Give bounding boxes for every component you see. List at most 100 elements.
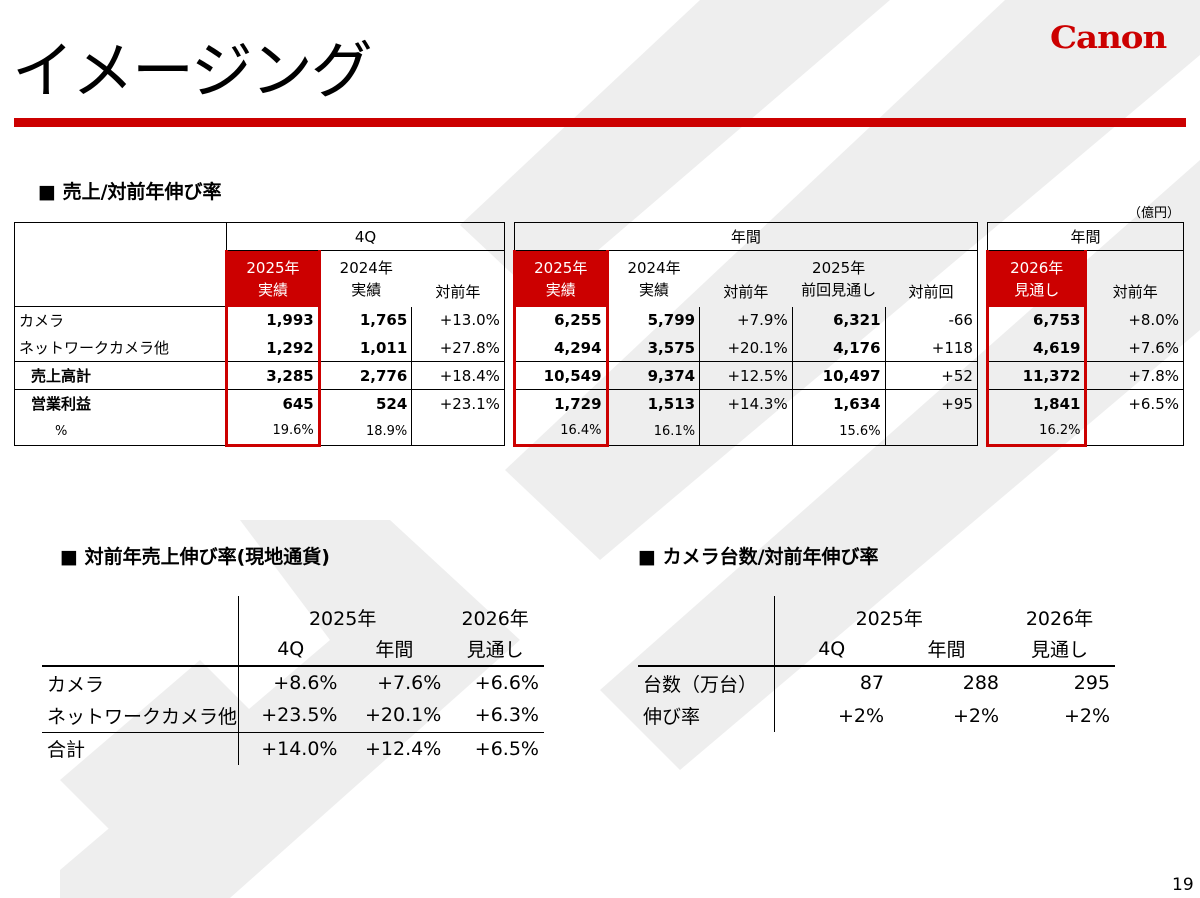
col-header-text: 2024年: [339, 258, 393, 277]
table-cell: -66: [884, 306, 978, 334]
col-header-text: 実績: [545, 280, 576, 299]
gap-cell: [504, 251, 514, 307]
table-cell: 15.6%: [791, 417, 886, 446]
row-label: %: [13, 417, 228, 446]
table-cell: +23.1%: [411, 389, 505, 417]
empty-header-cell: [13, 222, 228, 307]
col-header-text: 実績: [257, 280, 288, 299]
col-header-5: 対前年: [700, 251, 793, 307]
table-cell: +6.3%: [474, 704, 539, 727]
col-header-1: 年間: [342, 632, 447, 667]
gap-cell: [977, 334, 987, 362]
table-row: カメラ 1,993 1,765 +13.0% 6,255 5,799 +7.9% 6,321-…: [13, 306, 1184, 335]
camera-units-table: 2025年 2026年 4Q 年間 見通し 台数（万台） 87 288 295 伸び率 +2% +2%…: [638, 596, 1115, 732]
table-cell: 1,993: [225, 306, 321, 334]
header-year: 2025年: [855, 608, 923, 630]
group-header-2: 年間: [986, 222, 1185, 251]
table-cell: 4,619: [985, 334, 1088, 362]
table-cell: +7.8%: [1085, 361, 1184, 390]
group-header-1: 年間: [513, 222, 978, 251]
table-cell: [411, 417, 505, 446]
table-cell: +12.5%: [699, 361, 793, 390]
table-cell: 1,729: [512, 389, 609, 417]
table-cell: +7.6%: [377, 672, 442, 694]
gap-cell: [504, 362, 514, 390]
table-cell: 3,285: [225, 361, 321, 390]
col-header-text: 対前回: [908, 282, 954, 301]
table-row: ネットワークカメラ他 1,292 1,011 +27.8% 4,294 3,575 +20.…: [13, 334, 1184, 362]
empty-header-cell: [638, 596, 775, 632]
col-header-text: 2026年: [1010, 258, 1064, 277]
table-cell: 1,292: [225, 334, 321, 362]
col-header-text: 実績: [639, 280, 670, 299]
table-cell: 16.1%: [606, 417, 701, 446]
sales-section-title: ■ 売上/対前年伸び率: [38, 181, 222, 203]
table-cell: 1,011: [318, 334, 413, 362]
table-cell: 10,497: [791, 361, 886, 390]
col-header-3: 2025年実績: [512, 250, 609, 307]
row-label: 台数（万台）: [638, 666, 775, 699]
col-header-9: 対前年: [1085, 250, 1184, 307]
table-cell: +2%: [837, 704, 884, 727]
row-label: 合計: [42, 731, 240, 765]
sales-table: 4Q 年間 年間 2025年 実績 2024年 実績 対前年 2025年 実績 2024年 実績 対前年…: [13, 222, 1185, 447]
table-cell: 19.6%: [225, 417, 321, 447]
table-cell: 16.2%: [985, 417, 1088, 447]
row-label: ネットワークカメラ他: [42, 699, 240, 732]
sales-col-header-row: 2025年 実績 2024年 実績 対前年 2025年 実績 2024年 実績 対前年 2025年前…: [15, 250, 1184, 307]
col-header-text: 対前年: [723, 282, 769, 301]
table-cell: 645: [225, 389, 321, 417]
table-cell: +118: [884, 334, 978, 362]
table-cell: 9,374: [606, 361, 701, 390]
table-cell: +6.5%: [1085, 389, 1184, 417]
table-cell: 4,176: [791, 334, 886, 362]
table-cell: 2,776: [318, 361, 413, 390]
table-row: % 19.6% 18.9% 16.4% 16.1% 15.6% 16.2%: [13, 417, 1184, 447]
gap-cell: [504, 307, 514, 335]
table-cell: 11,372: [985, 361, 1088, 390]
table-cell: 18.9%: [318, 417, 413, 446]
table-row: 売上高計 3,285 2,776 +18.4% 10,549 9,374 +12.5% 10,…: [13, 361, 1184, 390]
table-row: 営業利益 645 524 +23.1% 1,729 1,513 +14.3% 1,634 +95…: [13, 389, 1184, 418]
row-label: カメラ: [13, 306, 228, 334]
table-cell: 6,255: [512, 306, 609, 334]
table-cell: [884, 417, 978, 446]
table-cell: 6,321: [791, 306, 886, 334]
col-header-text: 2025年: [246, 258, 300, 277]
table-cell: +14.3%: [699, 389, 793, 417]
table-cell: 5,799: [606, 306, 701, 334]
gap-cell: [504, 417, 514, 446]
table-row: 台数（万台） 87 288 295: [638, 666, 1115, 699]
col-header-1: 年間: [889, 632, 1004, 667]
table-cell: +6.6%: [474, 672, 539, 694]
gap-cell: [977, 223, 987, 251]
sales-group-header-row: 4Q 年間 年間: [13, 222, 1185, 307]
table-cell: +8.0%: [1085, 306, 1184, 334]
empty-header-cell: [42, 596, 240, 632]
table-cell: +20.1%: [699, 334, 793, 362]
empty-header-cell: [42, 632, 240, 667]
canon-logo: Canon: [1050, 20, 1167, 56]
table-cell: 16.4%: [512, 417, 609, 447]
page-title: イメージング: [12, 34, 373, 107]
table-cell: 87: [859, 672, 884, 694]
row-label: ネットワークカメラ他: [13, 334, 228, 362]
table-cell: [699, 417, 793, 446]
local-currency-table: 2025年 2026年 4Q 年間 見通し カメラ +8.6% +7.6% +6.6% ネットワー…: [42, 596, 544, 765]
table-cell: +13.0%: [411, 306, 505, 334]
gap-cell: [977, 307, 987, 335]
table-cell: 3,575: [606, 334, 701, 362]
local-currency-section-title: ■ 対前年売上伸び率(現地通貨): [60, 546, 330, 568]
col-header-2: 見通し: [446, 632, 544, 667]
gap-cell: [977, 390, 987, 418]
table-cell: 1,634: [791, 389, 886, 417]
table-row: ネットワークカメラ他 +23.5% +20.1% +6.3%: [42, 699, 544, 732]
unit-label: （億円）: [1128, 206, 1181, 221]
table-cell: 295: [1073, 672, 1110, 694]
col-header-text: 2025年: [534, 258, 588, 277]
table-cell: +7.9%: [699, 306, 793, 334]
table-cell: 6,753: [985, 306, 1088, 334]
header-row-cols: 4Q 年間 見通し: [42, 632, 544, 667]
header-forecast-year: 2026年: [461, 608, 529, 630]
table-cell: +23.5%: [261, 704, 338, 727]
